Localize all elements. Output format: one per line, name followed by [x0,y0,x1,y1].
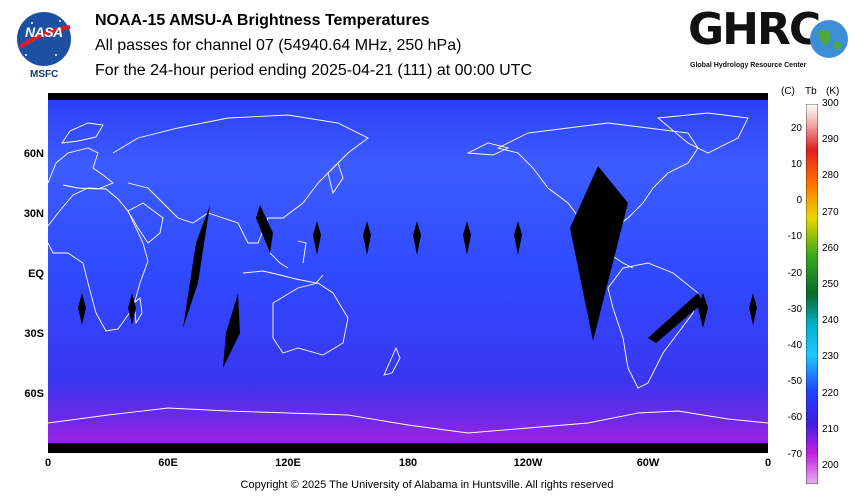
colorbar-header-kelvin: (K) [826,86,840,97]
ghrc-logo-text: GHRC [688,4,821,55]
colorbar-celsius-tick: 0 [796,195,802,207]
nasa-meatball-icon [17,12,71,66]
lon-label-120e: 120E [275,457,301,469]
lon-label-60w: 60W [636,457,660,469]
colorbar-kelvin-tick: 220 [822,387,839,399]
colorbar-kelvin-tick: 290 [822,134,839,146]
brightness-temperature-map [48,93,768,453]
map-background [48,93,768,453]
lat-label-30s: 30S [24,328,44,340]
ghrc-subtitle: Global Hydrology Resource Center [690,62,807,69]
period-subtitle: For the 24-hour period ending 2025-04-21… [95,62,533,79]
nasa-logo-text: NASA [25,24,63,40]
colorbar-kelvin-tick: 240 [822,315,839,327]
colorbar-kelvin-tick: 270 [822,206,839,218]
lat-label-60s: 60S [24,388,44,400]
nasa-logo [14,9,74,69]
colorbar-kelvin-tick: 230 [822,351,839,363]
colorbar-header-celsius: (C) [781,86,795,97]
lon-label-0-west: 0 [44,457,52,469]
colorbar-celsius-tick: 10 [790,158,802,170]
channel-subtitle: All passes for channel 07 (54940.64 MHz,… [95,37,462,54]
colorbar [806,104,818,484]
colorbar-celsius-tick: -50 [787,376,802,388]
colorbar-kelvin-tick: 200 [822,459,839,471]
lat-label-60n: 60N [23,148,44,160]
colorbar-kelvin-tick: 250 [822,278,839,290]
colorbar-celsius-tick: 20 [790,122,802,134]
colorbar-kelvin-tick: 210 [822,423,839,435]
colorbar-celsius-tick: -60 [787,412,802,424]
colorbar-celsius-tick: -70 [787,448,802,460]
coastlines [48,112,768,434]
lon-label-120w: 120W [513,457,543,469]
lat-label-eq: EQ [28,268,44,280]
colorbar-celsius-tick: -30 [787,303,802,315]
colorbar-celsius-tick: -40 [787,339,802,351]
lon-label-60e: 60E [158,457,178,469]
colorbar-header-tb: Tb [805,86,817,97]
colorbar-kelvin-tick: 280 [822,170,839,182]
colorbar-kelvin-tick: 300 [822,98,839,109]
globe-icon [810,20,848,58]
lon-label-0-east: 0 [764,457,772,469]
south-pole-gap [48,443,768,453]
lat-label-30n: 30N [23,208,44,220]
page-title: NOAA-15 AMSU-A Brightness Temperatures [95,12,430,29]
msfc-logo-text: MSFC [30,69,59,80]
north-pole-gap [48,93,768,100]
copyright: Copyright © 2025 The University of Alaba… [240,479,614,491]
colorbar-kelvin-tick: 260 [822,242,839,254]
swath-gaps [78,166,757,368]
colorbar-celsius-tick: -10 [787,231,802,243]
colorbar-celsius-tick: -20 [787,267,802,279]
lon-label-180: 180 [398,457,418,469]
